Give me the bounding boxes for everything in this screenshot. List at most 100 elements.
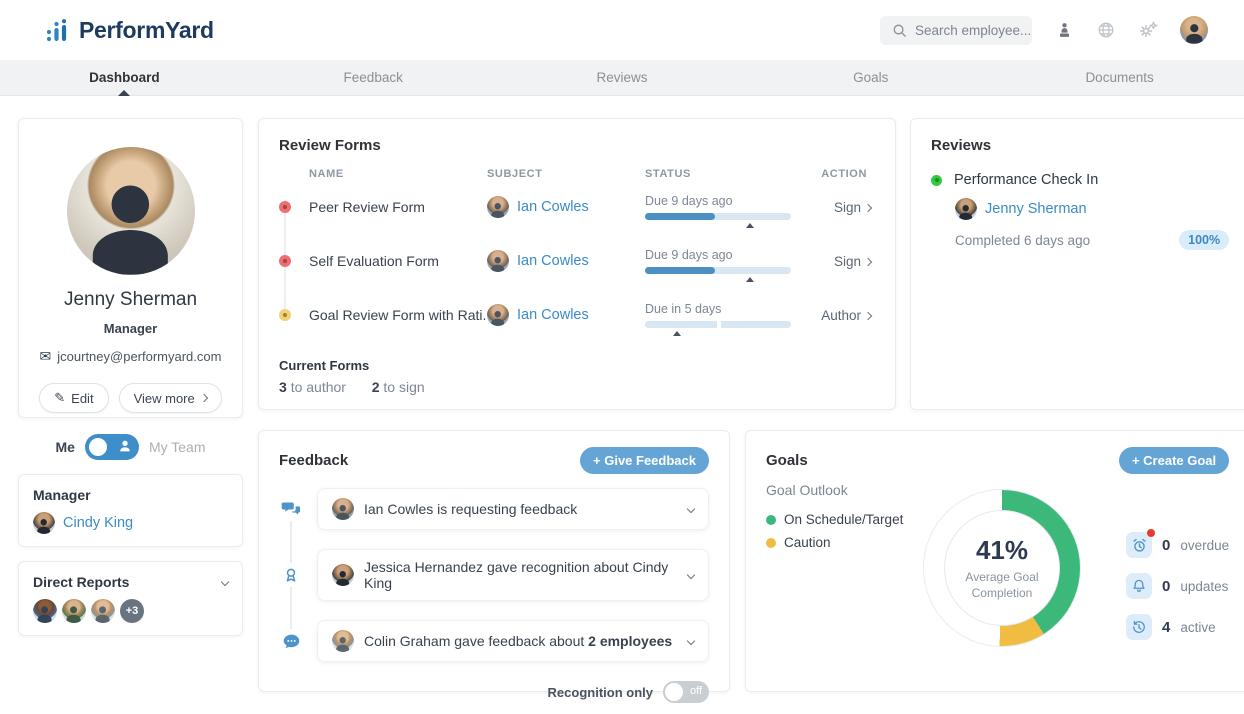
settings-gears-icon[interactable] <box>1138 20 1158 40</box>
profile-card: Jenny Sherman Manager ✉ jcourtney@perfor… <box>18 118 243 418</box>
review-name: Performance Check In <box>954 172 1099 188</box>
review-form-row: Goal Review Form with Rati... Ian Cowles… <box>279 288 875 342</box>
feedback-panel: Feedback + Give Feedback Ian <box>258 430 730 703</box>
tab-reviews[interactable]: Reviews <box>498 60 747 95</box>
feedback-item: Colin Graham gave feedback about 2 emplo… <box>279 620 709 662</box>
goal-stats: 0 overdue 0 updates <box>1126 529 1230 655</box>
search-input[interactable] <box>915 22 1033 38</box>
create-goal-button[interactable]: + Create Goal <box>1118 447 1230 474</box>
active-label: active <box>1180 619 1216 635</box>
tab-label: Reviews <box>596 70 648 85</box>
sign-action-link[interactable]: Sign <box>817 200 875 215</box>
progress-marker-icon <box>746 223 755 228</box>
give-feedback-button[interactable]: + Give Feedback <box>580 447 709 474</box>
direct-report-avatar[interactable] <box>33 599 57 623</box>
direct-reports-card: Direct Reports +3 <box>18 561 243 636</box>
search-icon <box>892 23 907 38</box>
user-avatar[interactable] <box>1180 16 1208 44</box>
subject-link[interactable]: Ian Cowles <box>517 199 589 215</box>
review-form-row: Self Evaluation Form Ian Cowles Due 9 da… <box>279 234 875 288</box>
toggle-knob <box>88 438 107 456</box>
review-form-row: Peer Review Form Ian Cowles Due 9 days a… <box>279 180 875 234</box>
employee-search[interactable] <box>880 15 1033 45</box>
status-dot <box>279 201 291 213</box>
review-forms-title: Review Forms <box>279 137 381 154</box>
col-action: ACTION <box>821 168 867 180</box>
bell-icon <box>1126 573 1152 599</box>
profile-name: Jenny Sherman <box>63 289 198 310</box>
tab-dashboard[interactable]: Dashboard <box>0 60 249 96</box>
overdue-value: 0 <box>1162 536 1171 554</box>
view-more-label: View more <box>133 390 195 406</box>
chevron-right-icon <box>863 257 873 266</box>
feedback-item-card[interactable]: Jessica Hernandez gave recognition about… <box>317 549 709 601</box>
direct-report-avatar[interactable] <box>62 599 86 623</box>
review-status: Completed 6 days ago <box>955 232 1091 248</box>
chevron-down-icon[interactable] <box>686 570 696 580</box>
review-item: Performance Check In Jenny Sherman Compl… <box>931 172 1230 250</box>
sign-action-link[interactable]: Sign <box>817 254 875 269</box>
me-myteam-toggle[interactable] <box>84 434 139 460</box>
tab-feedback[interactable]: Feedback <box>249 60 498 95</box>
edit-button[interactable]: ✎ Edit <box>39 383 109 413</box>
form-name: Peer Review Form <box>309 199 425 215</box>
overdue-label: overdue <box>1180 537 1230 553</box>
alert-red-dot <box>1147 529 1155 537</box>
performyard-logo[interactable]: PerformYard <box>46 17 214 44</box>
legend-dot-on-schedule <box>766 514 776 525</box>
legend-label: Caution <box>784 535 831 550</box>
feedback-title: Feedback <box>279 452 349 469</box>
view-more-button[interactable]: View more <box>118 383 222 413</box>
direct-report-avatar[interactable] <box>91 599 115 623</box>
due-label: Due in 5 days <box>645 302 722 316</box>
subject-link[interactable]: Ian Cowles <box>517 253 589 269</box>
feedback-item-card[interactable]: Ian Cowles is requesting feedback <box>317 488 709 530</box>
history-clock-icon <box>1126 614 1152 640</box>
progress-bar <box>645 267 791 282</box>
goal-completion-donut: 41% Average Goal Completion <box>924 490 1080 646</box>
author-action-link[interactable]: Author <box>817 308 875 323</box>
feedback-avatar <box>332 498 354 520</box>
tab-goals[interactable]: Goals <box>746 60 995 95</box>
profile-role: Manager <box>103 321 158 336</box>
active-value: 4 <box>1162 618 1171 636</box>
pencil-icon: ✎ <box>54 390 66 405</box>
overdue-stat[interactable]: 0 overdue <box>1126 529 1230 558</box>
updates-stat[interactable]: 0 updates <box>1126 573 1229 599</box>
active-stat[interactable]: 4 active <box>1126 614 1229 640</box>
scope-myteam-label[interactable]: My Team <box>148 439 206 455</box>
feedback-item: Jessica Hernandez gave recognition about… <box>279 549 709 601</box>
manager-name-link[interactable]: Cindy King <box>63 515 134 531</box>
feedback-item-card[interactable]: Colin Graham gave feedback about 2 emplo… <box>317 620 709 662</box>
chevron-right-icon <box>199 393 208 403</box>
manager-card-title: Manager <box>33 487 91 503</box>
legend-dot-caution <box>766 537 776 548</box>
reviewee-link[interactable]: Jenny Sherman <box>985 201 1087 217</box>
author-count: 3 <box>279 379 287 395</box>
chevron-down-icon[interactable] <box>686 636 696 646</box>
subject-link[interactable]: Ian Cowles <box>517 307 589 323</box>
main-nav: Dashboard Feedback Reviews Goals Documen… <box>0 60 1244 96</box>
chevron-right-icon <box>863 311 873 320</box>
chat-bubbles-icon <box>279 497 303 521</box>
globe-icon[interactable] <box>1096 20 1116 40</box>
feedback-text: Jessica Hernandez gave recognition about… <box>364 559 669 591</box>
recognition-only-toggle[interactable]: off <box>663 681 709 703</box>
chevron-down-icon[interactable] <box>686 504 696 514</box>
progress-marker-icon <box>746 277 755 282</box>
col-status: STATUS <box>645 168 691 180</box>
org-directory-icon[interactable] <box>1054 20 1074 40</box>
extra-reports-badge[interactable]: +3 <box>120 599 144 623</box>
chevron-down-icon[interactable] <box>220 577 230 587</box>
subject-avatar <box>487 304 509 326</box>
logo-wordmark: PerformYard <box>79 16 214 43</box>
form-name: Self Evaluation Form <box>309 253 439 269</box>
tab-label: Goals <box>853 70 889 85</box>
reviews-panel: Reviews Performance Check In Jenny Sherm… <box>910 118 1244 410</box>
logo-bars-icon <box>46 18 67 41</box>
status-dot <box>279 255 291 267</box>
completion-badge: 100% <box>1179 230 1230 250</box>
tab-documents[interactable]: Documents <box>995 60 1244 95</box>
scope-me-label[interactable]: Me <box>55 439 75 455</box>
review-forms-header-row: NAME SUBJECT STATUS ACTION <box>279 168 875 180</box>
